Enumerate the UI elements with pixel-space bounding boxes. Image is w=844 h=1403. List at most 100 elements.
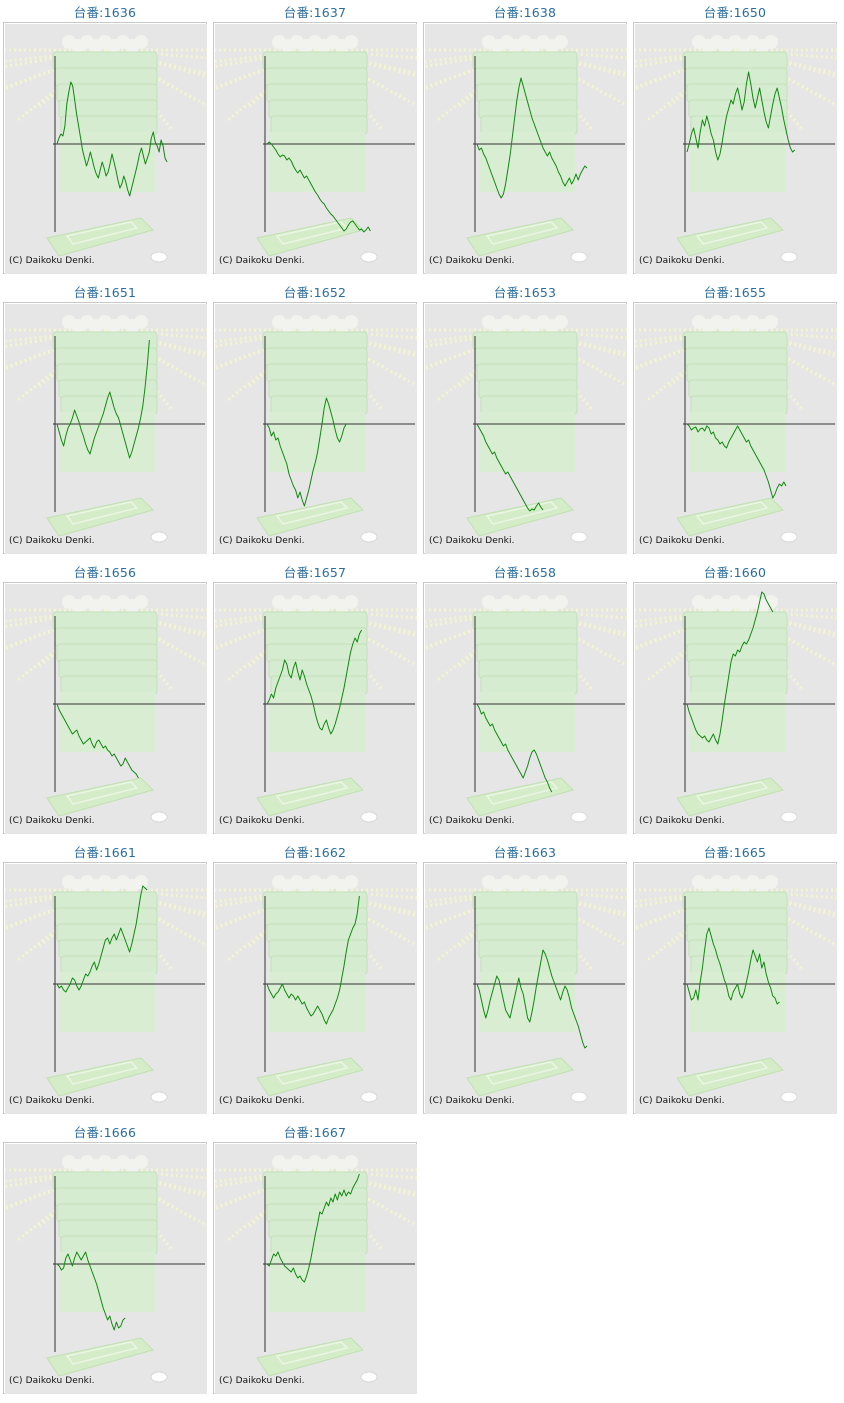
machine-number-label[interactable]: 台番:1637 <box>283 5 347 20</box>
slump-series-line <box>476 423 544 512</box>
machine-number-label[interactable]: 台番:1656 <box>73 565 137 580</box>
graph-cell[interactable]: 台番:1653 (C) Daikoku Denki. <box>423 280 627 554</box>
graph-frame: (C) Daikoku Denki. <box>213 862 417 1114</box>
slump-graph <box>635 584 837 834</box>
graph-cell[interactable]: 台番:1662 (C) Daikoku Denki. <box>213 840 417 1114</box>
slump-graph <box>215 584 417 834</box>
background-art <box>5 304 207 554</box>
graph-cell[interactable]: 台番:1663 (C) Daikoku Denki. <box>423 840 627 1114</box>
copyright-text: (C) Daikoku Denki. <box>219 1096 305 1106</box>
slump-series-line <box>686 423 787 499</box>
slump-graph <box>5 864 207 1114</box>
slump-series-line <box>686 591 774 745</box>
graph-cell[interactable]: 台番:1666 (C) Daikoku Denki. <box>3 1120 207 1394</box>
copyright-text: (C) Daikoku Denki. <box>9 256 95 266</box>
machine-number-label[interactable]: 台番:1655 <box>703 285 767 300</box>
slump-series-line <box>56 1251 126 1331</box>
graph-cell[interactable]: 台番:1651 (C) Daikoku Denki. <box>3 280 207 554</box>
machine-number-label[interactable]: 台番:1661 <box>73 845 137 860</box>
background-art <box>425 864 627 1114</box>
slump-graph <box>215 24 417 274</box>
slump-graph <box>215 864 417 1114</box>
slump-series-line <box>476 77 588 199</box>
machine-number-label[interactable]: 台番:1657 <box>283 565 347 580</box>
graph-cell[interactable]: 台番:1637 (C) Daikoku Denki. <box>213 0 417 274</box>
background-art <box>5 1144 207 1394</box>
slump-series-line <box>56 81 168 197</box>
machine-number-label[interactable]: 台番:1665 <box>703 845 767 860</box>
slump-series-line <box>266 629 363 735</box>
slump-series-line <box>56 339 150 459</box>
machine-number-label[interactable]: 台番:1658 <box>493 565 557 580</box>
background-art <box>425 304 627 554</box>
graph-frame: (C) Daikoku Denki. <box>633 302 837 554</box>
slump-series-line <box>266 1173 360 1283</box>
machine-number-label[interactable]: 台番:1638 <box>493 5 557 20</box>
slump-series-line <box>686 927 780 1005</box>
copyright-text: (C) Daikoku Denki. <box>429 1096 515 1106</box>
copyright-text: (C) Daikoku Denki. <box>9 1376 95 1386</box>
slump-graph <box>425 584 627 834</box>
background-art <box>425 24 627 274</box>
graph-cell[interactable]: 台番:1652 (C) Daikoku Denki. <box>213 280 417 554</box>
graph-frame: (C) Daikoku Denki. <box>423 302 627 554</box>
graph-cell[interactable]: 台番:1656 (C) Daikoku Denki. <box>3 560 207 834</box>
slump-graph <box>635 24 837 274</box>
slump-series-line <box>56 703 139 779</box>
machine-number-label[interactable]: 台番:1662 <box>283 845 347 860</box>
graph-cell[interactable]: 台番:1657 (C) Daikoku Denki. <box>213 560 417 834</box>
copyright-text: (C) Daikoku Denki. <box>429 536 515 546</box>
background-art <box>635 584 837 834</box>
copyright-text: (C) Daikoku Denki. <box>219 816 305 826</box>
machine-number-label[interactable]: 台番:1653 <box>493 285 557 300</box>
slump-graph <box>215 304 417 554</box>
graph-frame: (C) Daikoku Denki. <box>633 22 837 274</box>
graph-cell[interactable]: 台番:1667 (C) Daikoku Denki. <box>213 1120 417 1394</box>
copyright-text: (C) Daikoku Denki. <box>9 1096 95 1106</box>
copyright-text: (C) Daikoku Denki. <box>639 536 725 546</box>
machine-number-label[interactable]: 台番:1651 <box>73 285 137 300</box>
graph-frame: (C) Daikoku Denki. <box>423 22 627 274</box>
background-art <box>5 584 207 834</box>
slump-series-line <box>476 703 553 793</box>
slump-graph <box>5 584 207 834</box>
copyright-text: (C) Daikoku Denki. <box>219 536 305 546</box>
graph-cell[interactable]: 台番:1665 (C) Daikoku Denki. <box>633 840 837 1114</box>
graph-frame: (C) Daikoku Denki. <box>3 582 207 834</box>
machine-number-label[interactable]: 台番:1660 <box>703 565 767 580</box>
graph-frame: (C) Daikoku Denki. <box>423 862 627 1114</box>
copyright-text: (C) Daikoku Denki. <box>639 256 725 266</box>
slump-graph <box>635 304 837 554</box>
copyright-text: (C) Daikoku Denki. <box>219 256 305 266</box>
slump-graph <box>5 304 207 554</box>
machine-number-label[interactable]: 台番:1666 <box>73 1125 137 1140</box>
machine-number-label[interactable]: 台番:1636 <box>73 5 137 20</box>
graph-cell[interactable]: 台番:1655 (C) Daikoku Denki. <box>633 280 837 554</box>
machine-number-label[interactable]: 台番:1667 <box>283 1125 347 1140</box>
background-art <box>635 304 837 554</box>
machine-number-label[interactable]: 台番:1650 <box>703 5 767 20</box>
machine-number-label[interactable]: 台番:1663 <box>493 845 557 860</box>
slump-series-line <box>266 895 360 1025</box>
graph-cell[interactable]: 台番:1658 (C) Daikoku Denki. <box>423 560 627 834</box>
graph-frame: (C) Daikoku Denki. <box>633 862 837 1114</box>
slump-graph <box>425 864 627 1114</box>
slump-series-line <box>476 949 588 1049</box>
graph-frame: (C) Daikoku Denki. <box>423 582 627 834</box>
graph-cell[interactable]: 台番:1660 (C) Daikoku Denki. <box>633 560 837 834</box>
background-art <box>425 584 627 834</box>
graph-frame: (C) Daikoku Denki. <box>3 862 207 1114</box>
machine-number-label[interactable]: 台番:1652 <box>283 285 347 300</box>
copyright-text: (C) Daikoku Denki. <box>9 536 95 546</box>
background-art <box>215 584 417 834</box>
graph-cell[interactable]: 台番:1661 (C) Daikoku Denki. <box>3 840 207 1114</box>
background-art <box>635 24 837 274</box>
graph-frame: (C) Daikoku Denki. <box>213 302 417 554</box>
graph-cell[interactable]: 台番:1650 (C) Daikoku Denki. <box>633 0 837 274</box>
background-art <box>215 1144 417 1394</box>
graph-cell[interactable]: 台番:1638 (C) Daikoku Denki. <box>423 0 627 274</box>
copyright-text: (C) Daikoku Denki. <box>429 816 515 826</box>
background-art <box>215 864 417 1114</box>
graph-cell[interactable]: 台番:1636 (C) Daikoku Denki. <box>3 0 207 274</box>
